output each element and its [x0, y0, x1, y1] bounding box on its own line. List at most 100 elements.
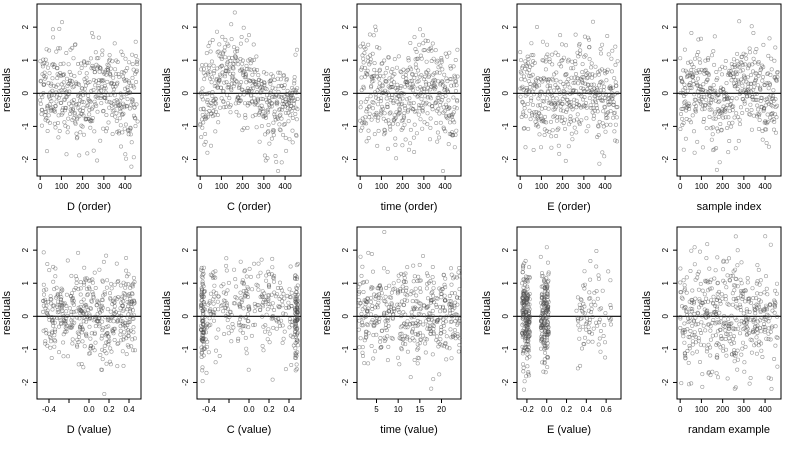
data-point: [542, 334, 547, 339]
data-point: [586, 325, 591, 330]
data-point: [69, 318, 74, 323]
data-point: [236, 320, 241, 325]
data-point: [447, 293, 452, 298]
data-point: [559, 58, 564, 63]
data-point: [42, 82, 47, 87]
data-point: [109, 349, 114, 354]
data-point: [224, 291, 229, 296]
data-point: [736, 62, 741, 67]
data-point: [75, 315, 80, 320]
data-point: [729, 98, 734, 103]
data-point: [680, 116, 685, 121]
data-point: [543, 67, 548, 72]
data-point: [615, 91, 620, 96]
data-point: [118, 91, 123, 96]
data-point: [719, 111, 724, 116]
data-point: [106, 334, 111, 339]
data-point: [212, 69, 217, 74]
data-point: [603, 129, 608, 134]
data-point: [582, 89, 587, 94]
x-axis-label: D (order): [67, 201, 111, 213]
data-point: [274, 317, 279, 322]
data-point: [266, 129, 271, 134]
data-point: [251, 86, 256, 91]
data-point: [732, 340, 737, 345]
data-point: [92, 331, 97, 336]
data-point: [691, 74, 696, 79]
y-tick-label: -2: [501, 378, 510, 386]
data-point: [248, 274, 253, 279]
data-point: [293, 52, 298, 57]
data-point: [224, 268, 229, 273]
data-point: [264, 297, 269, 302]
y-tick-label: 0: [341, 91, 350, 96]
data-point: [732, 352, 737, 357]
data-point: [723, 115, 728, 120]
data-point: [775, 70, 780, 75]
data-point: [284, 148, 289, 153]
data-point: [231, 325, 236, 330]
data-point: [82, 282, 87, 287]
data-point: [541, 339, 546, 344]
data-point: [405, 349, 410, 354]
data-point: [608, 322, 613, 327]
data-point: [747, 309, 752, 314]
data-point: [600, 150, 605, 155]
data-point: [223, 105, 228, 110]
data-point: [430, 104, 435, 109]
data-point: [757, 325, 762, 330]
data-point: [55, 294, 60, 299]
data-point: [119, 338, 124, 343]
data-point: [710, 95, 715, 100]
data-point: [417, 330, 422, 335]
data-point: [96, 56, 101, 61]
data-point: [290, 116, 295, 121]
data-point: [711, 49, 716, 54]
x-tick-label: 100: [695, 182, 709, 191]
data-point: [542, 360, 547, 365]
data-point: [90, 277, 95, 282]
data-point: [596, 96, 601, 101]
data-point: [208, 322, 213, 327]
data-point: [111, 84, 116, 89]
data-point: [208, 103, 213, 108]
data-point: [213, 97, 218, 102]
data-point: [564, 72, 569, 77]
data-point: [102, 83, 107, 88]
data-point: [199, 267, 204, 272]
data-point: [733, 78, 738, 83]
data-point: [521, 277, 526, 282]
data-point: [277, 304, 282, 309]
data-point: [211, 63, 216, 68]
data-point: [446, 105, 451, 110]
data-point: [748, 112, 753, 117]
data-point: [290, 140, 295, 145]
data-point: [288, 113, 293, 118]
data-point: [356, 327, 361, 332]
data-point: [294, 339, 299, 344]
data-point: [366, 105, 371, 110]
data-point: [521, 298, 526, 303]
data-point: [678, 280, 683, 285]
data-point: [205, 114, 210, 119]
data-point: [535, 76, 540, 81]
data-point: [735, 248, 740, 253]
data-point: [442, 84, 447, 89]
data-point: [91, 78, 96, 83]
data-point: [45, 261, 50, 266]
data-point: [695, 271, 700, 276]
data-point: [385, 358, 390, 363]
data-point: [208, 49, 213, 54]
y-axis-label: residuals: [321, 290, 333, 335]
data-point: [692, 262, 697, 267]
data-point: [365, 55, 370, 60]
data-point: [730, 108, 735, 113]
x-tick-label: 0: [678, 405, 683, 414]
data-point: [370, 306, 375, 311]
data-point: [396, 278, 401, 283]
data-point: [525, 286, 530, 291]
data-point: [107, 99, 112, 104]
data-point: [432, 87, 437, 92]
data-point: [403, 279, 408, 284]
